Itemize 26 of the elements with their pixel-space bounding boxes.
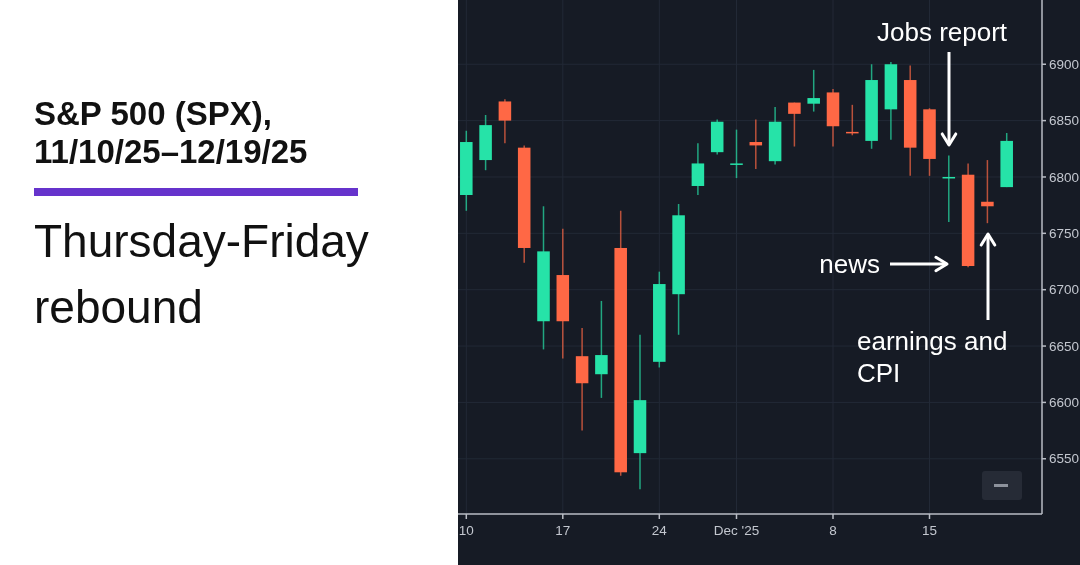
candlestick [498, 98, 512, 144]
candlestick [595, 300, 608, 399]
annotation: earnings and CPI [857, 326, 1008, 388]
x-tick-label: Dec '25 [713, 523, 760, 538]
candlestick [788, 101, 801, 148]
y-tick-label: 6600 [1049, 395, 1080, 411]
text: Thursday-Friday rebound [34, 215, 369, 333]
x-tick-label: 17 [555, 523, 571, 538]
x-tick-label: 15 [921, 523, 938, 538]
y-tick-label: 6750 [1049, 226, 1080, 242]
y-tick-label: 6700 [1049, 282, 1080, 298]
candlestick [981, 159, 994, 224]
candlestick [730, 128, 743, 179]
candlestick [691, 142, 705, 196]
annotation: news [819, 249, 880, 279]
y-tick-label: 6650 [1049, 338, 1080, 354]
candlestick [807, 69, 820, 113]
text: S&P 500 (SPX), 11/10/25–12/19/25 [34, 95, 308, 170]
x-tick-label: 24 [651, 523, 668, 538]
x-tick-label: 10 [458, 523, 474, 538]
y-tick-label: 6850 [1049, 113, 1080, 129]
y-tick-label: 6550 [1049, 451, 1080, 467]
annotation: Jobs report [877, 17, 1008, 47]
y-tick-label: 6900 [1049, 56, 1080, 72]
y-tick-label: 6800 [1049, 169, 1080, 185]
x-tick-label: 8 [829, 523, 837, 538]
